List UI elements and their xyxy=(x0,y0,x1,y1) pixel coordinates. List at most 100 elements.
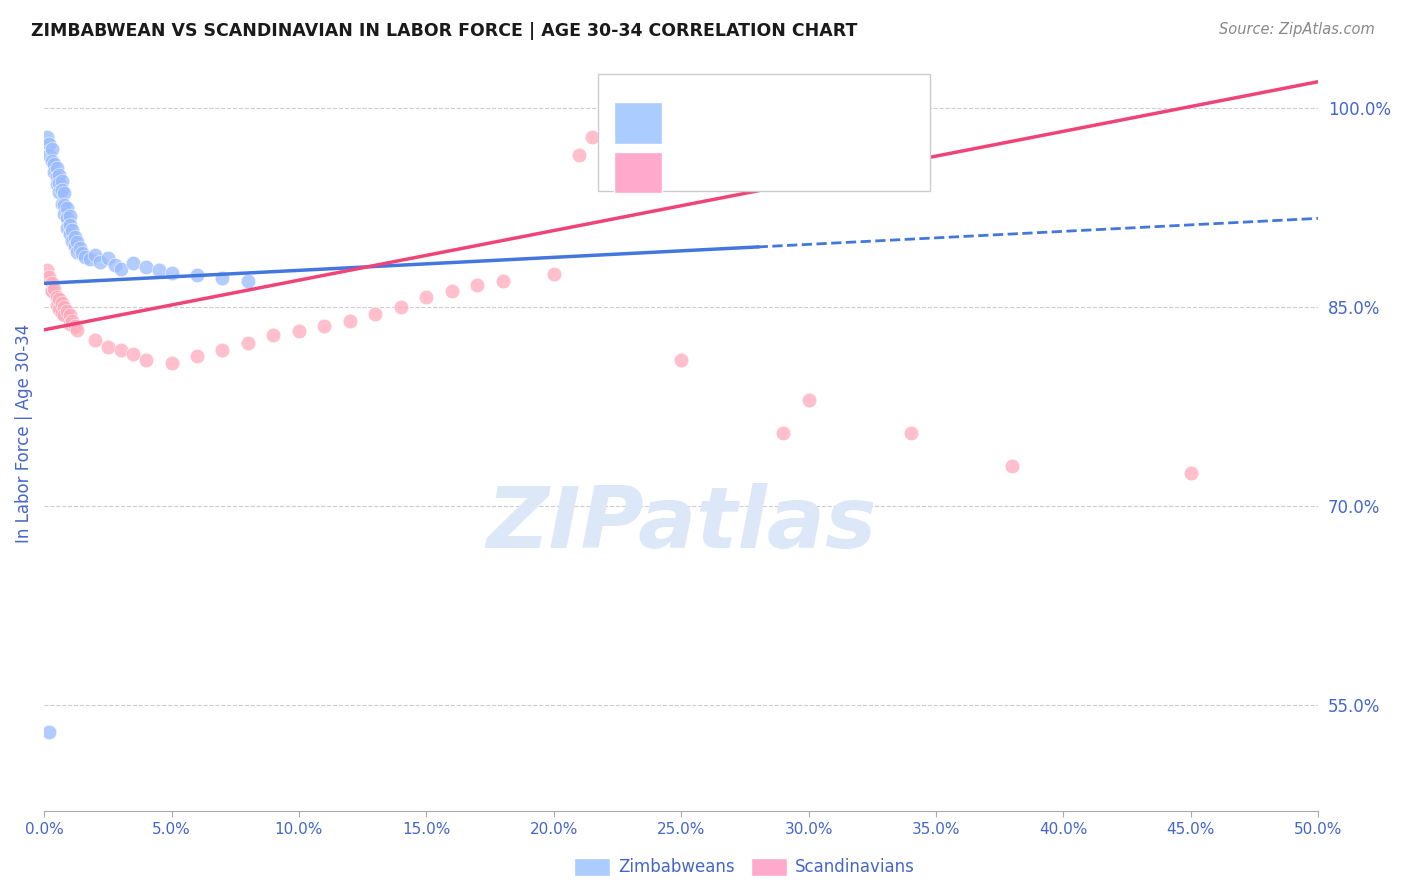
Point xyxy=(211,271,233,285)
Point xyxy=(84,248,107,262)
Point xyxy=(45,290,67,304)
Text: ZIPatlas: ZIPatlas xyxy=(486,483,876,566)
Point xyxy=(797,393,820,408)
Point xyxy=(135,353,157,368)
Point xyxy=(53,207,76,221)
Point xyxy=(339,313,361,327)
Point xyxy=(41,154,63,169)
Point xyxy=(48,293,70,307)
Point xyxy=(38,269,60,284)
Point xyxy=(415,290,437,304)
Point xyxy=(122,347,145,361)
Point xyxy=(63,318,86,333)
Point xyxy=(122,256,145,270)
Point xyxy=(44,157,66,171)
Point xyxy=(63,230,86,244)
Point xyxy=(568,147,591,161)
Point xyxy=(148,263,170,277)
Point xyxy=(41,142,63,156)
Point xyxy=(262,328,284,343)
Point xyxy=(35,130,58,145)
Point xyxy=(58,218,80,232)
Text: N = 49: N = 49 xyxy=(786,114,848,132)
Point xyxy=(56,304,79,318)
Point xyxy=(89,255,111,269)
Point xyxy=(60,223,83,237)
Point xyxy=(288,324,311,338)
Point xyxy=(135,260,157,275)
Point xyxy=(58,308,80,322)
Point xyxy=(73,250,96,264)
Point xyxy=(72,245,94,260)
Point xyxy=(160,356,183,370)
Point xyxy=(60,234,83,248)
Point xyxy=(44,282,66,296)
Point xyxy=(581,130,603,145)
Point xyxy=(66,235,89,250)
Point xyxy=(41,277,63,291)
Point xyxy=(97,340,120,354)
Point xyxy=(440,285,463,299)
Point xyxy=(45,177,67,191)
Point xyxy=(53,308,76,322)
Point xyxy=(1180,466,1202,480)
Point xyxy=(58,318,80,332)
Point xyxy=(53,198,76,212)
Point xyxy=(51,296,73,310)
Point xyxy=(51,174,73,188)
Point xyxy=(160,266,183,280)
Point xyxy=(41,283,63,297)
Point xyxy=(45,170,67,185)
FancyBboxPatch shape xyxy=(599,74,929,191)
Point xyxy=(543,267,565,281)
Point xyxy=(38,147,60,161)
Point xyxy=(58,227,80,242)
Point xyxy=(56,211,79,226)
Point xyxy=(56,201,79,215)
Point xyxy=(60,313,83,327)
Y-axis label: In Labor Force | Age 30-34: In Labor Force | Age 30-34 xyxy=(15,324,32,543)
Point xyxy=(79,252,101,267)
Point xyxy=(465,277,488,292)
Point xyxy=(84,334,107,348)
Point xyxy=(63,239,86,253)
Point xyxy=(110,343,132,357)
Text: R =  0.123: R = 0.123 xyxy=(678,114,773,132)
Point xyxy=(211,343,233,357)
Point xyxy=(48,176,70,190)
Point xyxy=(66,323,89,337)
Point xyxy=(51,305,73,319)
Point xyxy=(236,336,259,351)
Bar xyxy=(613,152,662,194)
Text: Zimbabweans: Zimbabweans xyxy=(619,858,735,876)
Text: N = 48: N = 48 xyxy=(786,163,848,181)
Point xyxy=(186,268,208,283)
Text: ZIMBABWEAN VS SCANDINAVIAN IN LABOR FORCE | AGE 30-34 CORRELATION CHART: ZIMBABWEAN VS SCANDINAVIAN IN LABOR FORC… xyxy=(31,22,858,40)
Point xyxy=(51,196,73,211)
Point xyxy=(41,285,63,299)
Point xyxy=(48,185,70,199)
Point xyxy=(69,241,91,255)
Point xyxy=(48,168,70,182)
Point xyxy=(593,138,616,153)
Point xyxy=(53,300,76,314)
Point xyxy=(186,349,208,363)
Point xyxy=(58,209,80,223)
Point xyxy=(1001,459,1024,474)
Point xyxy=(669,353,692,368)
Point xyxy=(35,263,58,277)
Point xyxy=(38,724,60,739)
Point xyxy=(492,274,515,288)
Point xyxy=(236,274,259,288)
Point xyxy=(51,184,73,198)
Point xyxy=(97,251,120,265)
Text: Source: ZipAtlas.com: Source: ZipAtlas.com xyxy=(1219,22,1375,37)
Text: Scandinavians: Scandinavians xyxy=(794,858,914,876)
Point xyxy=(48,301,70,316)
Point xyxy=(110,261,132,276)
Point xyxy=(66,244,89,259)
Point xyxy=(364,307,387,321)
Point xyxy=(389,300,412,314)
Point xyxy=(53,186,76,201)
Point xyxy=(45,297,67,311)
